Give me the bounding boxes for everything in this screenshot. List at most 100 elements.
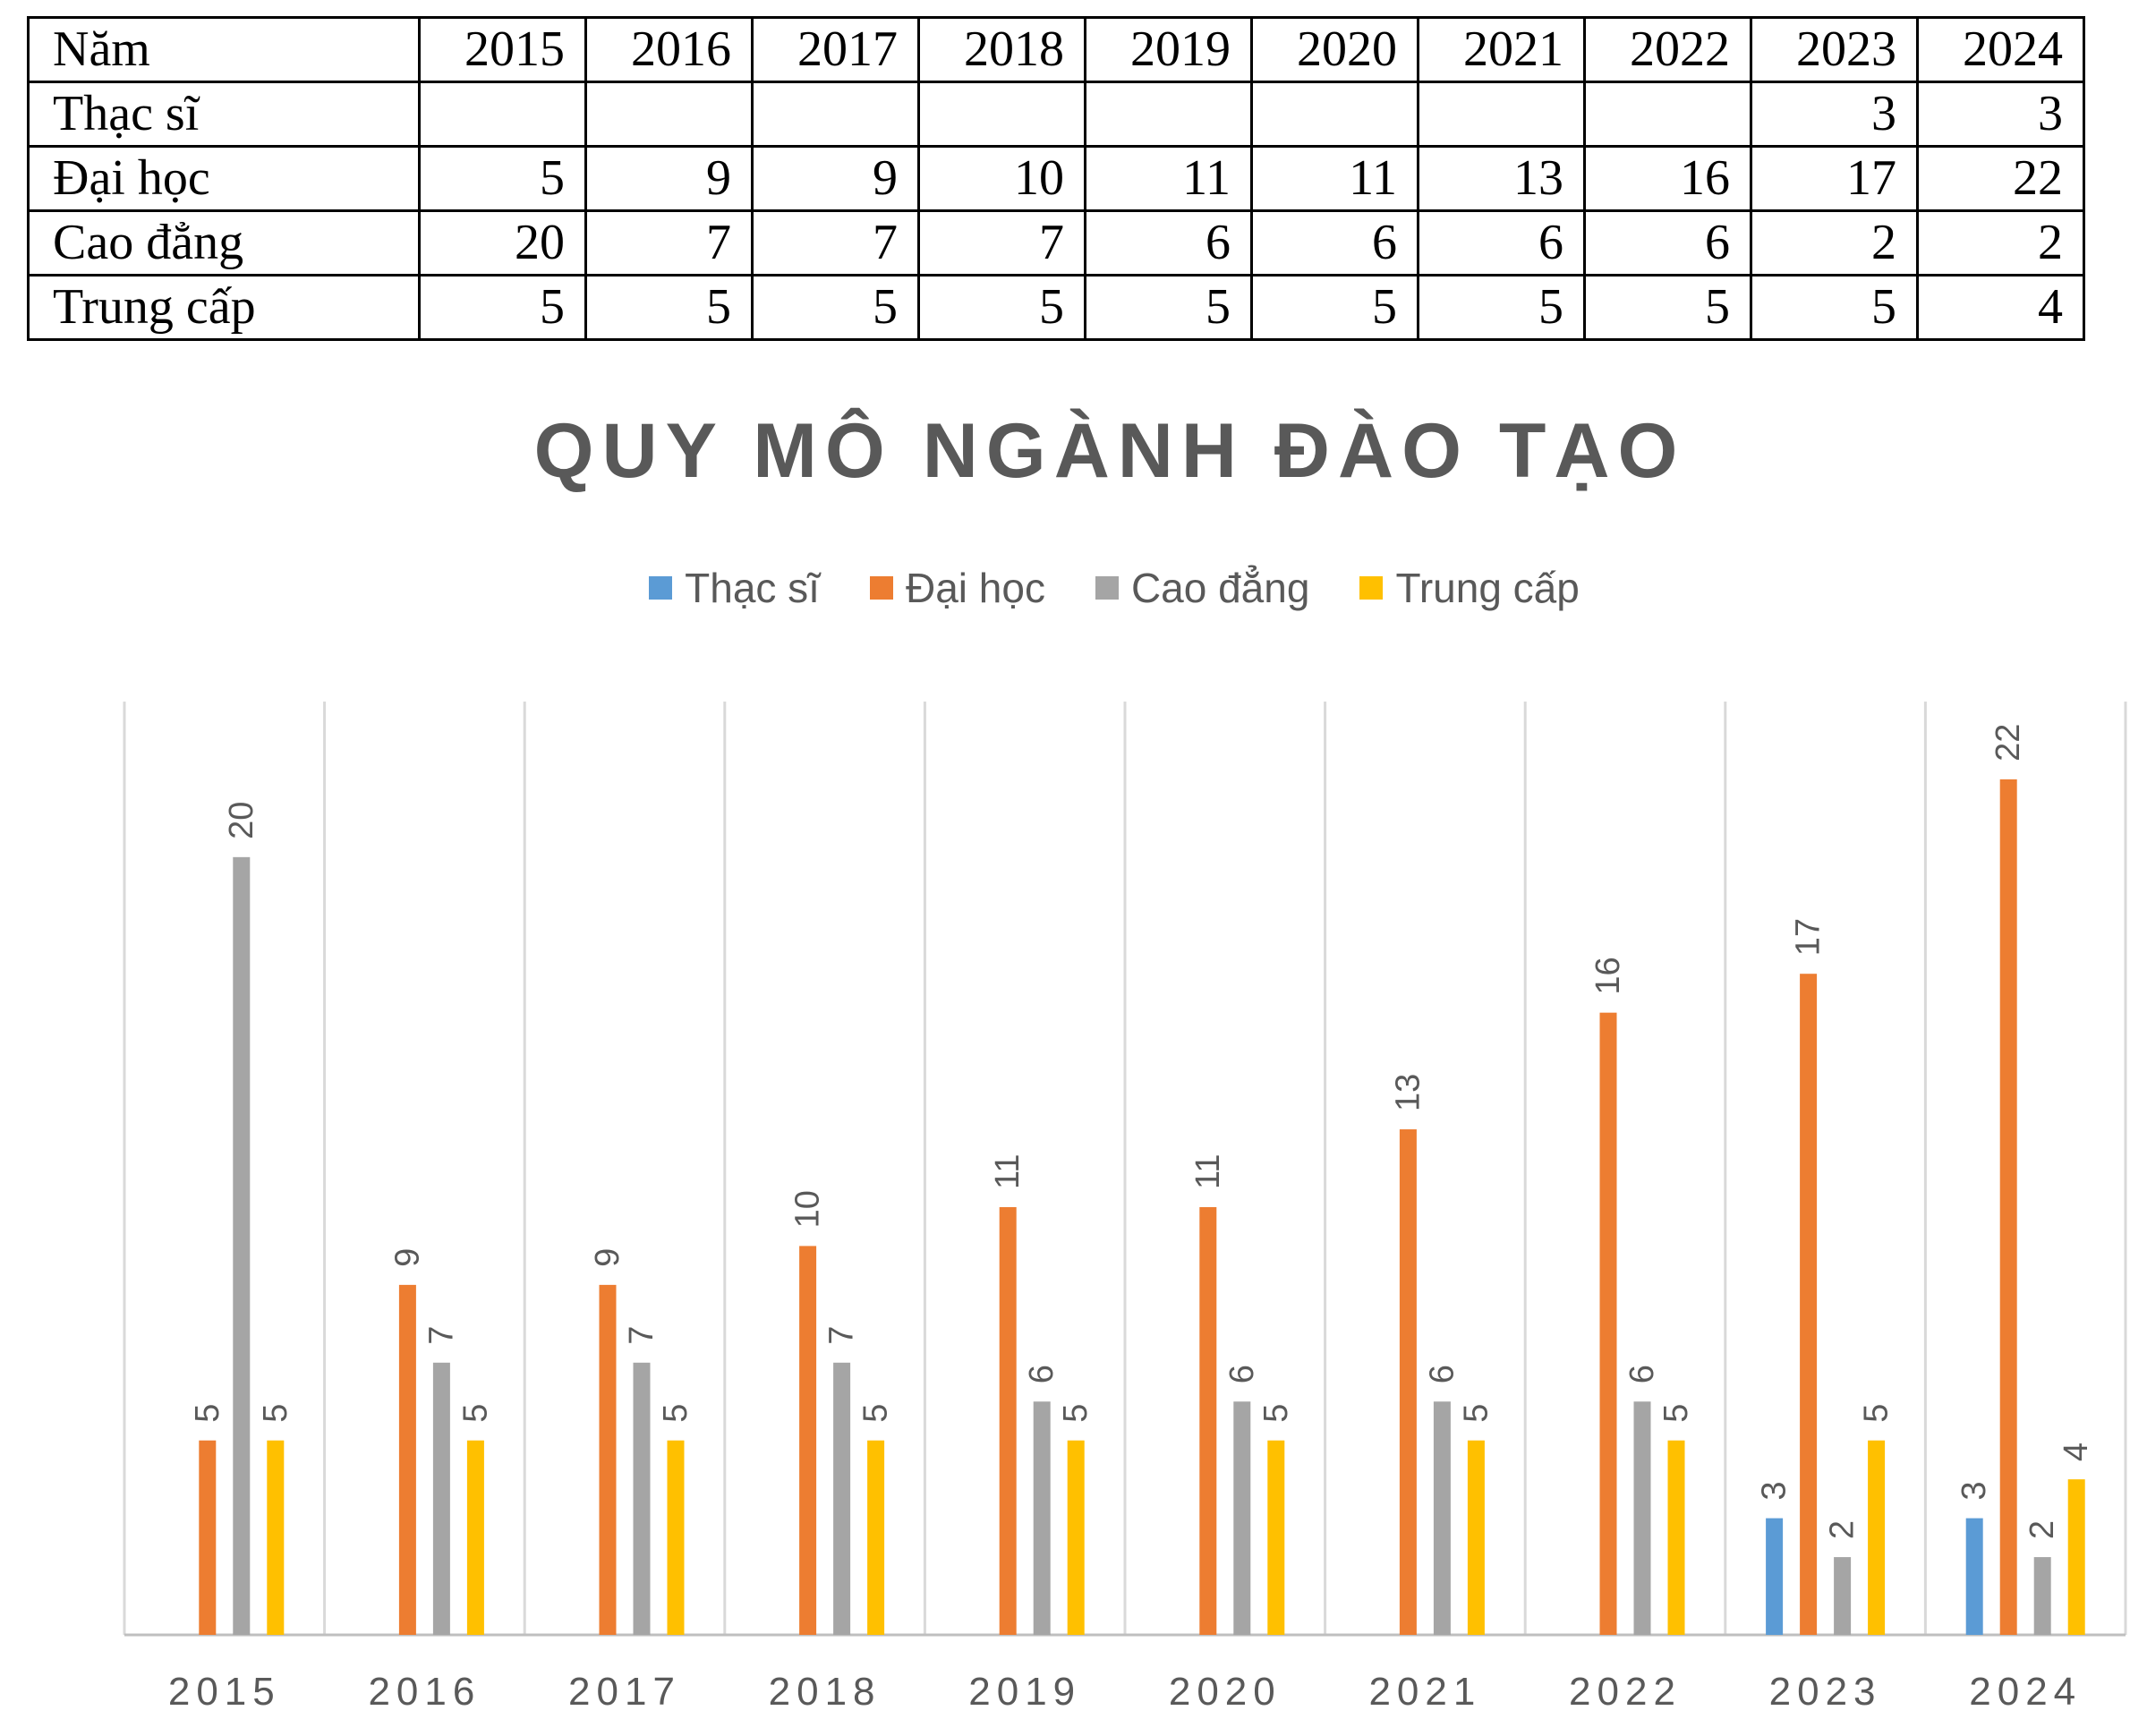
- x-tick-label: 2021: [1368, 1670, 1481, 1714]
- data-label: 20: [223, 802, 260, 839]
- data-label: 2: [1824, 1520, 1862, 1539]
- table-cell: 2024: [1916, 16, 2085, 83]
- x-tick-label: 2024: [1969, 1670, 2082, 1714]
- data-label: 7: [823, 1326, 861, 1345]
- data-label: 5: [189, 1404, 226, 1423]
- table-cell: 16: [1583, 145, 1752, 212]
- bar: [1467, 1440, 1485, 1635]
- table-cell: 6: [1417, 209, 1586, 277]
- table-cell: 10: [917, 145, 1086, 212]
- table-cell: 2017: [751, 16, 920, 83]
- table-cell: 6: [1084, 209, 1253, 277]
- bar: [599, 1284, 617, 1635]
- data-label: 5: [257, 1404, 294, 1423]
- table-cell: [1084, 81, 1253, 148]
- data-label: 6: [1023, 1365, 1061, 1383]
- bar: [1667, 1440, 1685, 1635]
- legend-swatch: [1095, 576, 1119, 600]
- bar: [633, 1362, 651, 1635]
- data-label: 17: [1790, 918, 1828, 956]
- table-cell: 3: [1916, 81, 2085, 148]
- data-label: 6: [1423, 1365, 1461, 1383]
- bar: [199, 1440, 217, 1635]
- data-label: 5: [1257, 1404, 1295, 1423]
- bar: [466, 1440, 484, 1635]
- table-cell: 5: [1250, 274, 1419, 341]
- legend-item: Trung cấp: [1359, 564, 1580, 612]
- data-label: 5: [456, 1404, 494, 1423]
- table-cell: [1250, 81, 1419, 148]
- data-label: 13: [1389, 1074, 1427, 1111]
- table-cell: 5: [751, 274, 920, 341]
- bar: [398, 1284, 416, 1635]
- data-label: 22: [1989, 724, 2027, 762]
- table-cell: [917, 81, 1086, 148]
- data-label: 5: [1657, 1404, 1695, 1423]
- table-cell: 13: [1417, 145, 1586, 212]
- bar: [999, 1206, 1017, 1635]
- table-cell: 2016: [584, 16, 754, 83]
- table-cell: [1583, 81, 1752, 148]
- x-tick-label: 2018: [769, 1670, 882, 1714]
- table-cell: 7: [751, 209, 920, 277]
- bar: [432, 1362, 450, 1635]
- table-cell: 2019: [1084, 16, 1253, 83]
- table-cell: [751, 81, 920, 148]
- data-label: 5: [657, 1404, 694, 1423]
- chart-title: QUY MÔ NGÀNH ĐÀO TẠO: [533, 408, 1686, 494]
- data-label: 4: [2058, 1442, 2095, 1461]
- legend-swatch: [1359, 576, 1384, 600]
- data-label: 10: [789, 1190, 827, 1228]
- table-cell: 22: [1916, 145, 2085, 212]
- table-cell: 9: [584, 145, 754, 212]
- data-label: 3: [1756, 1481, 1793, 1500]
- table-cell: 2023: [1750, 16, 1919, 83]
- table-cell: 6: [1583, 209, 1752, 277]
- bar: [1965, 1518, 1983, 1635]
- x-tick-label: 2019: [968, 1670, 1081, 1714]
- table-cell: 5: [584, 274, 754, 341]
- bar: [2033, 1557, 2051, 1635]
- bar: [1399, 1129, 1417, 1635]
- table-row-label: Trung cấp: [27, 274, 421, 341]
- table-cell: 9: [751, 145, 920, 212]
- table-cell: 5: [1750, 274, 1919, 341]
- table-cell: 5: [1084, 274, 1253, 341]
- bar: [867, 1440, 885, 1635]
- data-label: 9: [388, 1248, 426, 1267]
- table-cell: 2: [1750, 209, 1919, 277]
- table-cell: [1417, 81, 1586, 148]
- data-label: 5: [857, 1404, 895, 1423]
- legend-label: Cao đẳng: [1130, 565, 1310, 611]
- table-cell: 5: [418, 145, 587, 212]
- x-tick-label: 2020: [1169, 1670, 1282, 1714]
- data-label: 6: [1223, 1365, 1261, 1383]
- bar: [1766, 1518, 1784, 1635]
- table-cell: 2021: [1417, 16, 1586, 83]
- legend-swatch: [869, 576, 893, 600]
- x-tick-label: 2022: [1569, 1670, 1682, 1714]
- table-cell: 7: [917, 209, 1086, 277]
- x-tick-label: 2017: [568, 1670, 681, 1714]
- data-label: 7: [422, 1326, 460, 1345]
- bar: [799, 1246, 817, 1635]
- chart-legend: Thạc sĩ Đại học Cao đẳng Trung cấp: [0, 564, 2130, 612]
- bar: [1999, 779, 2017, 1635]
- table-row-label: Cao đẳng: [27, 209, 421, 277]
- data-label: 7: [623, 1326, 660, 1345]
- table-cell: 2015: [418, 16, 587, 83]
- table-cell: 5: [917, 274, 1086, 341]
- table-row-label: Năm: [27, 16, 421, 83]
- data-label: 5: [1057, 1404, 1095, 1423]
- bar: [1033, 1401, 1051, 1635]
- legend-item: Thạc sĩ: [649, 564, 820, 612]
- bar: [1267, 1440, 1285, 1635]
- table-cell: 11: [1250, 145, 1419, 212]
- bar: [1599, 1012, 1617, 1635]
- table-row: Cao đẳng 20 7 7 7 6 6 6 6 2 2: [27, 209, 2085, 277]
- bar: [2067, 1479, 2085, 1635]
- bar: [1633, 1401, 1651, 1635]
- bar: [1199, 1206, 1217, 1635]
- table-cell: 2: [1916, 209, 2085, 277]
